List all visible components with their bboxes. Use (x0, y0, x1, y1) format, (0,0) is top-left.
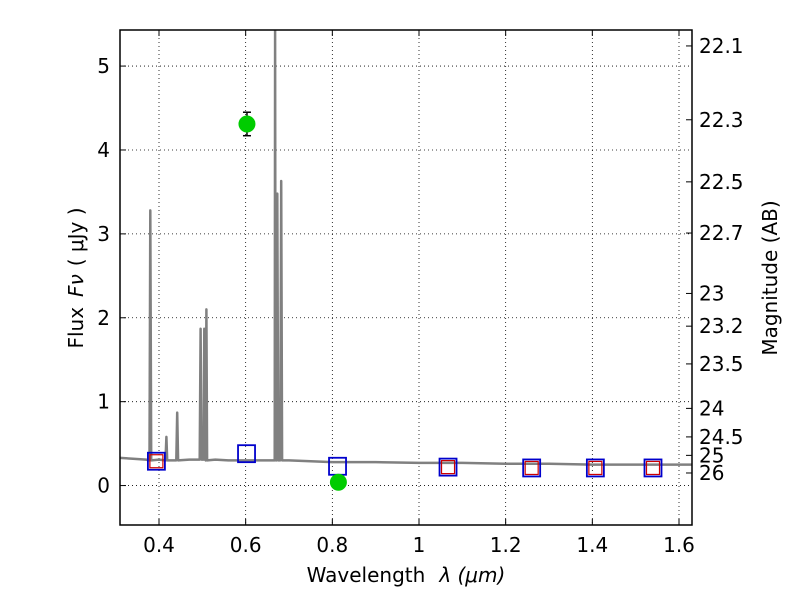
synthetic-photometry-marker (588, 460, 603, 476)
y-tick-label: 1 (97, 390, 110, 414)
model-photometry-marker (438, 457, 458, 477)
model-photometry-marker (237, 444, 256, 464)
marker-layer (146, 111, 663, 491)
y-axis-unit: ( μJy ) (64, 207, 88, 266)
synthetic-photometry-marker (440, 460, 456, 475)
x-tick-label: 1 (413, 533, 426, 557)
mag-tick-label: 22.3 (699, 108, 744, 132)
model-photometry-marker (522, 458, 542, 478)
y-tick-label: 5 (97, 54, 110, 78)
x-tick-label: 1.4 (576, 533, 608, 557)
x-tick-label: 0.8 (316, 533, 348, 557)
mag-tick-label: 24.5 (699, 425, 744, 449)
y-axis-label-text: Flux (64, 307, 88, 349)
mag-tick-label: 26 (699, 461, 724, 485)
observed-flux-point (238, 115, 256, 133)
plot-frame (119, 29, 693, 526)
axis-layer: 0.4 0.6 0.8 1 1.2 1.4 1.601234522.122.322.522.… (97, 30, 744, 557)
mag-tick-label: 25 (699, 443, 724, 467)
synthetic-photometry-marker (149, 454, 164, 469)
mag-tick-label: 22.5 (699, 170, 744, 194)
model-photometry-marker (643, 458, 663, 478)
x-tick-label: 0.6 (230, 533, 262, 557)
y2-axis-label: Magnitude (AB) (758, 200, 782, 355)
y-tick-label: 3 (97, 222, 110, 246)
y-axis-label: Flux Fν ( μJy ) (64, 207, 88, 348)
model-photometry-marker (585, 458, 605, 478)
mag-tick-label: 24 (699, 396, 724, 420)
x-tick-label: 1.2 (490, 533, 522, 557)
mag-tick-label: 23.5 (699, 352, 744, 376)
synthetic-photometry-marker (524, 460, 539, 476)
mag-tick-label: 22.7 (699, 221, 744, 245)
spectrum-line (120, 30, 692, 466)
mag-tick-label: 23.2 (699, 314, 744, 338)
x-axis-label: Wavelength λ (μm) (307, 563, 506, 587)
y-tick-label: 2 (97, 306, 110, 330)
series-layer (120, 30, 692, 466)
observed-flux-point (329, 473, 347, 491)
mag-tick-label: 22.1 (699, 34, 744, 58)
y-tick-label: 0 (97, 474, 110, 498)
model-photometry-marker (146, 451, 166, 471)
x-axis-symbol: λ (μm) (438, 563, 505, 587)
grid (120, 30, 692, 525)
x-tick-label: 1.6 (663, 533, 695, 557)
y-axis-symbol: Fν (64, 274, 88, 297)
x-tick-label: 0.4 (143, 533, 175, 557)
x-axis-label-text: Wavelength (307, 563, 426, 587)
y-tick-label: 4 (97, 138, 110, 162)
synthetic-photometry-marker (645, 460, 661, 476)
model-photometry-marker (328, 456, 347, 476)
mag-tick-label: 23 (699, 281, 724, 305)
